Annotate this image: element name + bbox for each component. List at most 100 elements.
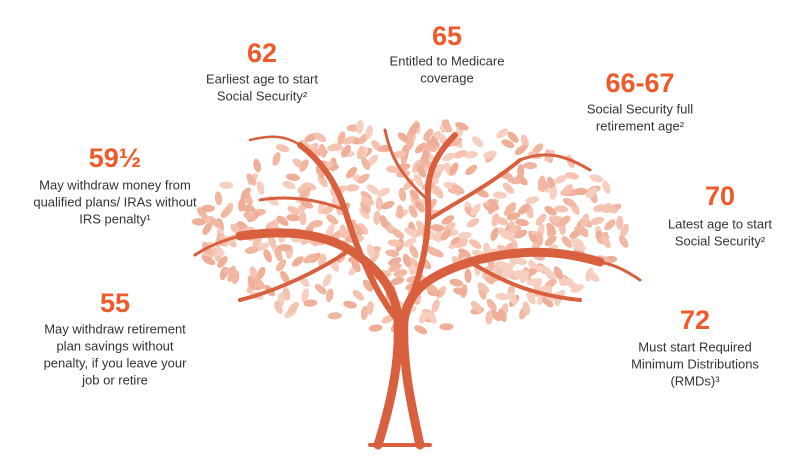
- leaf: [385, 165, 400, 173]
- description: Social Security²: [675, 233, 766, 248]
- leaf: [470, 300, 482, 313]
- leaf: [366, 244, 375, 258]
- leaf: [322, 273, 332, 287]
- leaf: [287, 302, 299, 314]
- leaf: [544, 206, 557, 216]
- leaf: [572, 242, 587, 252]
- leaf: [525, 196, 540, 204]
- leaf: [458, 248, 471, 259]
- leaf: [434, 185, 444, 199]
- leaf: [299, 159, 309, 172]
- tree-branches: [193, 128, 642, 450]
- leaf: [604, 219, 616, 231]
- leaf: [501, 269, 514, 279]
- leaf: [409, 245, 419, 259]
- leaf: [280, 270, 290, 284]
- leaf: [451, 184, 465, 195]
- leaf: [345, 184, 360, 192]
- leaf: [202, 222, 213, 235]
- leaf: [398, 187, 407, 202]
- leaf: [303, 253, 316, 264]
- leaf: [554, 205, 569, 213]
- leaf: [375, 196, 383, 211]
- leaf: [469, 239, 482, 249]
- leaf: [502, 182, 514, 194]
- leaf: [600, 205, 615, 214]
- leaf: [463, 151, 478, 159]
- leaf: [286, 173, 300, 181]
- leaf: [414, 325, 428, 335]
- leaf: [508, 292, 518, 305]
- leaf: [430, 224, 445, 232]
- leaf: [379, 215, 388, 229]
- leaf: [589, 174, 604, 183]
- leaf: [518, 203, 530, 215]
- leaf: [301, 288, 310, 303]
- leaf: [483, 150, 497, 159]
- leaf: [286, 214, 301, 222]
- leaf: [219, 181, 234, 189]
- leaf: [414, 200, 425, 213]
- leaf: [504, 230, 516, 242]
- leaf: [537, 181, 551, 191]
- description: job or retire: [81, 372, 148, 387]
- leaf: [535, 232, 544, 247]
- age: 66-67: [605, 68, 674, 98]
- leaf: [365, 125, 373, 139]
- leaf: [214, 191, 223, 206]
- leaf: [416, 164, 427, 178]
- leaf: [514, 229, 528, 239]
- leaf: [402, 253, 411, 268]
- leaf: [373, 210, 381, 225]
- leaf: [393, 269, 408, 278]
- leaf: [314, 284, 327, 295]
- leaf: [526, 291, 536, 305]
- leaf: [244, 246, 259, 254]
- leaf: [503, 262, 514, 274]
- leaf: [326, 214, 339, 225]
- leaf: [470, 203, 481, 216]
- age: 70: [705, 181, 735, 211]
- leaf: [426, 138, 440, 148]
- description: May withdraw money from: [39, 177, 191, 192]
- leaf: [523, 161, 538, 170]
- leaf: [249, 266, 258, 280]
- leaf: [299, 187, 311, 199]
- leaf: [491, 213, 500, 227]
- leaf: [396, 204, 404, 219]
- leaf: [427, 231, 440, 241]
- leaf: [361, 157, 371, 170]
- leaf: [520, 134, 529, 149]
- leaf: [422, 149, 430, 163]
- leaf: [441, 119, 452, 133]
- leaf: [217, 256, 228, 268]
- leaf: [275, 144, 290, 153]
- tree-crown: [191, 119, 629, 335]
- leaf: [388, 257, 402, 266]
- leaf: [515, 218, 529, 227]
- leaf: [464, 268, 472, 283]
- leaf: [392, 150, 407, 159]
- leaf: [387, 239, 402, 247]
- age: 55: [100, 288, 130, 318]
- leaf: [561, 184, 573, 196]
- leaf: [423, 128, 434, 141]
- leaf: [318, 143, 327, 158]
- leaf: [520, 270, 530, 284]
- leaf: [222, 267, 237, 276]
- description: coverage: [420, 70, 473, 85]
- leaf: [267, 218, 281, 229]
- leaf: [577, 226, 589, 238]
- leaf: [514, 144, 527, 156]
- description: plan savings without: [56, 338, 173, 353]
- leaf: [513, 257, 527, 266]
- leaf: [209, 218, 223, 228]
- leaf: [356, 145, 365, 160]
- description: retirement age²: [596, 118, 685, 133]
- leaf: [327, 143, 341, 152]
- age: 62: [247, 38, 277, 68]
- leaf: [465, 164, 478, 176]
- leaf: [490, 309, 501, 322]
- leaf: [570, 284, 584, 293]
- description: qualified plans/ IRAs without: [33, 194, 197, 209]
